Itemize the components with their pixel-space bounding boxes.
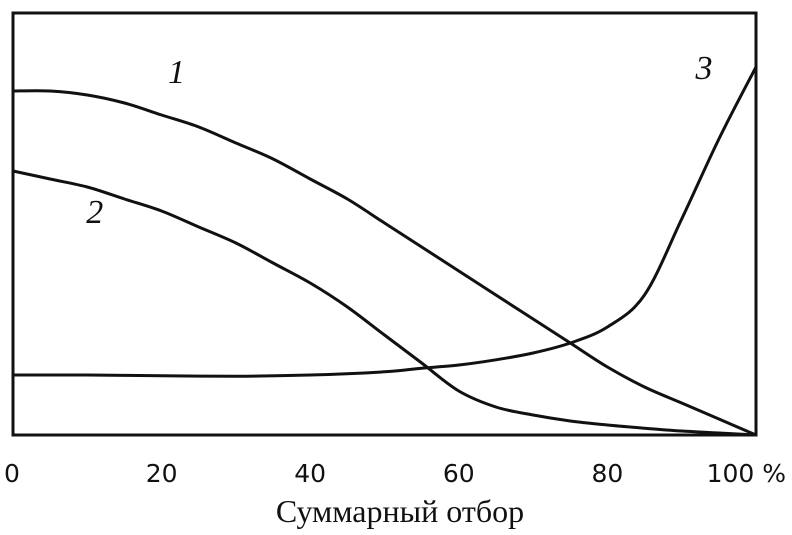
x-tick-label: 80 <box>591 459 623 488</box>
curve-label-2: 2 <box>86 194 103 231</box>
series-line-3 <box>11 65 758 378</box>
curves-group <box>11 65 758 437</box>
curve-labels-group: 1 2 3 <box>86 50 712 231</box>
curve-label-1: 1 <box>168 54 185 91</box>
x-axis-title: Суммарный отбор <box>276 493 524 529</box>
series-line-2 <box>11 169 758 437</box>
x-tick-label: 0 <box>4 459 20 488</box>
plot-frame <box>11 11 758 437</box>
x-tick-label: 20 <box>146 459 178 488</box>
x-tick-label: 100 % <box>707 459 786 488</box>
x-tick-label: 40 <box>294 459 326 488</box>
x-tick-label: 60 <box>443 459 475 488</box>
series-line-1 <box>11 89 758 437</box>
x-tick-labels: 0 20 40 60 80 100 % <box>4 459 786 488</box>
curve-label-3: 3 <box>695 50 713 87</box>
